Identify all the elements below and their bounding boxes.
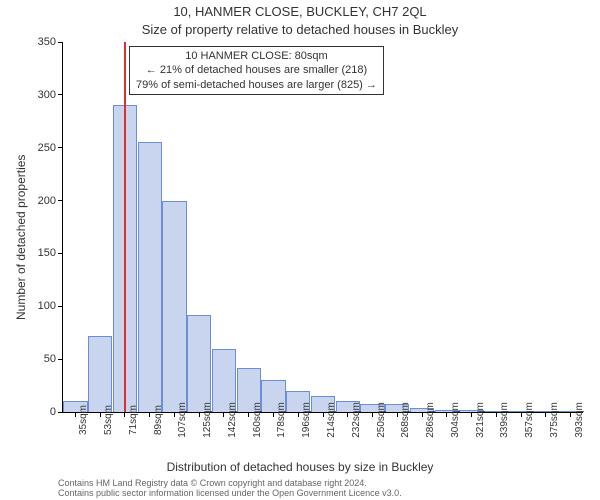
- x-axis-label: Distribution of detached houses by size …: [0, 460, 600, 474]
- ytick-label: 150: [38, 247, 56, 259]
- histogram-bar: [162, 201, 186, 412]
- ytick-label: 200: [38, 195, 56, 207]
- chart-title-line2: Size of property relative to detached ho…: [0, 22, 600, 37]
- xtick-mark: [174, 412, 175, 417]
- xtick-label: 268sqm: [400, 402, 411, 438]
- histogram-bar: [138, 142, 162, 412]
- xtick-mark: [446, 412, 447, 417]
- ytick-mark: [58, 200, 63, 201]
- xtick-label: 35sqm: [78, 405, 89, 435]
- plot-area: 10 HANMER CLOSE: 80sqm ← 21% of detached…: [62, 42, 583, 413]
- ytick-mark: [58, 253, 63, 254]
- ytick-label: 100: [38, 300, 56, 312]
- xtick-mark: [397, 412, 398, 417]
- xtick-label: 286sqm: [425, 402, 436, 438]
- xtick-mark: [570, 412, 571, 417]
- chart-container: 10, HANMER CLOSE, BUCKLEY, CH7 2QL Size …: [0, 0, 600, 500]
- info-box-line2: ← 21% of detached houses are smaller (21…: [136, 63, 377, 77]
- xtick-label: 53sqm: [103, 405, 114, 435]
- xtick-mark: [422, 412, 423, 417]
- xtick-label: 71sqm: [128, 405, 139, 435]
- xtick-mark: [223, 412, 224, 417]
- footer-line1: Contains HM Land Registry data © Crown c…: [58, 478, 367, 488]
- xtick-mark: [248, 412, 249, 417]
- xtick-mark: [496, 412, 497, 417]
- histogram-bar: [187, 315, 211, 412]
- xtick-label: 357sqm: [524, 402, 535, 438]
- xtick-label: 339sqm: [499, 402, 510, 438]
- xtick-mark: [273, 412, 274, 417]
- xtick-mark: [199, 412, 200, 417]
- ytick-label: 0: [50, 406, 56, 418]
- xtick-label: 142sqm: [227, 402, 238, 438]
- xtick-label: 393sqm: [574, 402, 585, 438]
- xtick-label: 321sqm: [475, 402, 486, 438]
- xtick-mark: [347, 412, 348, 417]
- xtick-mark: [372, 412, 373, 417]
- xtick-mark: [521, 412, 522, 417]
- chart-title-line1: 10, HANMER CLOSE, BUCKLEY, CH7 2QL: [0, 4, 600, 19]
- xtick-label: 107sqm: [177, 402, 188, 438]
- info-box-line3: 79% of semi-detached houses are larger (…: [136, 78, 377, 92]
- property-marker-line: [124, 42, 126, 412]
- xtick-label: 125sqm: [202, 402, 213, 438]
- xtick-label: 232sqm: [351, 402, 362, 438]
- xtick-label: 304sqm: [450, 402, 461, 438]
- y-axis-label: Number of detached properties: [14, 155, 28, 320]
- xtick-mark: [124, 412, 125, 417]
- info-box: 10 HANMER CLOSE: 80sqm ← 21% of detached…: [129, 46, 384, 95]
- footer-line2: Contains public sector information licen…: [58, 488, 402, 498]
- ytick-mark: [58, 94, 63, 95]
- xtick-label: 196sqm: [301, 402, 312, 438]
- ytick-mark: [58, 359, 63, 360]
- xtick-label: 89sqm: [153, 405, 164, 435]
- ytick-label: 50: [44, 353, 56, 365]
- xtick-label: 214sqm: [326, 402, 337, 438]
- xtick-mark: [471, 412, 472, 417]
- ytick-mark: [58, 42, 63, 43]
- xtick-label: 160sqm: [252, 402, 263, 438]
- xtick-label: 375sqm: [549, 402, 560, 438]
- xtick-mark: [323, 412, 324, 417]
- xtick-label: 250sqm: [376, 402, 387, 438]
- xtick-mark: [545, 412, 546, 417]
- ytick-mark: [58, 147, 63, 148]
- ytick-label: 350: [38, 36, 56, 48]
- xtick-mark: [298, 412, 299, 417]
- xtick-label: 178sqm: [276, 402, 287, 438]
- xtick-mark: [149, 412, 150, 417]
- ytick-label: 300: [38, 89, 56, 101]
- histogram-bar: [88, 336, 112, 412]
- info-box-line1: 10 HANMER CLOSE: 80sqm: [136, 49, 377, 63]
- ytick-mark: [58, 306, 63, 307]
- xtick-mark: [75, 412, 76, 417]
- ytick-label: 250: [38, 142, 56, 154]
- xtick-mark: [100, 412, 101, 417]
